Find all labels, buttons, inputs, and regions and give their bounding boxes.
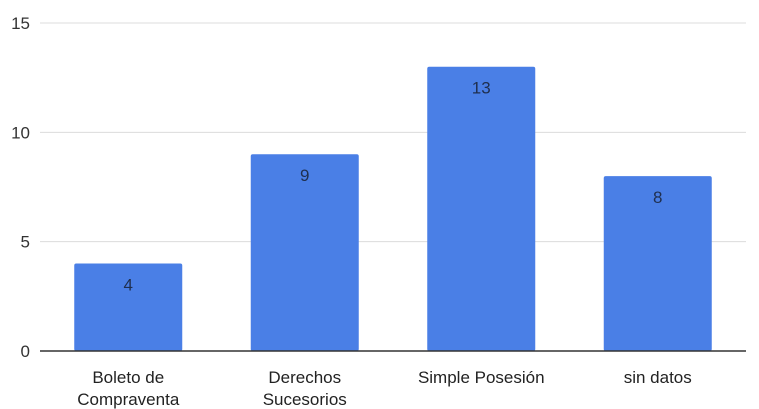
- category-label-0-line-0: Boleto de: [92, 368, 164, 387]
- bars: [74, 66, 712, 351]
- data-label-1: 9: [300, 166, 309, 185]
- bar-0: [74, 263, 183, 351]
- y-axis-ticks: 0 5 10 15: [11, 14, 30, 361]
- data-label-0: 4: [124, 276, 133, 295]
- category-label-1-line-0: Derechos: [268, 368, 341, 387]
- bar-3: [603, 176, 712, 351]
- category-label-3: sin datos: [624, 368, 692, 387]
- category-label-2: Simple Posesión: [418, 368, 545, 387]
- y-tick-label-5: 5: [21, 233, 30, 252]
- y-tick-label-0: 0: [21, 342, 30, 361]
- category-label-1-line-1: Sucesorios: [263, 390, 347, 409]
- category-label-0: Boleto de Compraventa: [77, 368, 180, 409]
- category-label-2-line-0: Simple Posesión: [418, 368, 545, 387]
- category-label-3-line-0: sin datos: [624, 368, 692, 387]
- bar-1: [250, 154, 359, 351]
- data-labels: 4 9 13 8: [124, 79, 663, 295]
- y-tick-label-10: 10: [11, 123, 30, 142]
- y-tick-label-15: 15: [11, 14, 30, 33]
- bar-2: [427, 66, 536, 351]
- data-label-2: 13: [472, 79, 491, 98]
- category-label-0-line-1: Compraventa: [77, 390, 180, 409]
- category-label-1: Derechos Sucesorios: [263, 368, 347, 409]
- data-label-3: 8: [653, 188, 662, 207]
- x-axis-labels: Boleto de Compraventa Derechos Sucesorios Si…: [77, 368, 692, 409]
